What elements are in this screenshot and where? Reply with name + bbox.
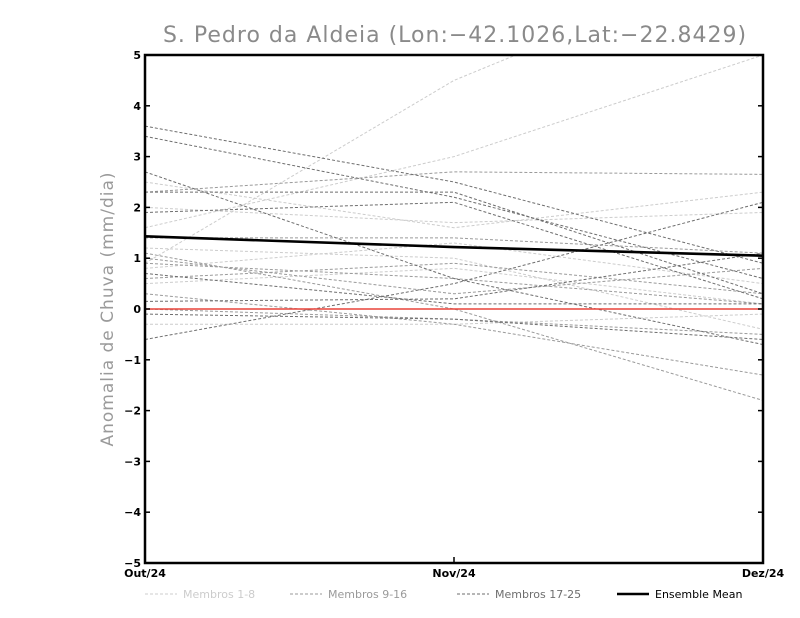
series-line-m5 [145, 242, 763, 285]
series-line-m2 [145, 55, 763, 229]
plot-area: −5 −4 −3 −2 −1 0 1 2 3 4 5 Out/24 Nov/24 Dez/24 [124, 49, 785, 580]
series-line-ensemble-mean [145, 235, 763, 257]
series-line-m19 [145, 191, 763, 295]
y-tick-label: −3 [124, 455, 141, 468]
legend-label-2: Membros 17-25 [495, 588, 581, 601]
series-line-m17 [145, 125, 763, 264]
y-tick-label: 0 [133, 303, 141, 316]
series-line-m6 [145, 267, 763, 305]
series-line-m12 [145, 293, 763, 376]
legend-label-1: Membros 9-16 [328, 588, 407, 601]
y-tick-label: 1 [133, 252, 141, 265]
series-line-m22 [145, 201, 763, 340]
series-line-m13 [145, 252, 763, 401]
y-tick-label: −1 [124, 354, 141, 367]
series-line-m16 [145, 308, 763, 335]
x-tick-label: Out/24 [124, 567, 166, 580]
chart-title: S. Pedro da Aldeia (Lon:−42.1026,Lat:−22… [163, 23, 747, 48]
legend-label-0: Membros 1-8 [183, 588, 255, 601]
y-tick-label: 2 [133, 201, 141, 214]
series-line-m20 [145, 171, 763, 346]
series-line-m25 [145, 313, 763, 340]
series-line-m4 [145, 206, 763, 224]
series-line-m23 [145, 252, 763, 302]
y-tick-label: −4 [124, 506, 141, 519]
series-line-m10 [145, 237, 763, 254]
series-line-m3 [145, 181, 763, 229]
x-tick-label: Dez/24 [742, 567, 785, 580]
y-tick-label: 4 [133, 100, 141, 113]
y-tick-label: −5 [124, 557, 141, 570]
y-tick-label: −2 [124, 405, 141, 418]
series-line-m24 [145, 272, 763, 305]
series-line-m9 [145, 171, 763, 193]
y-tick-label: 3 [133, 151, 141, 164]
series-lines [145, 55, 763, 401]
y-tick-label: 5 [133, 49, 141, 62]
legend-label-3: Ensemble Mean [655, 588, 742, 601]
series-line-m14 [145, 257, 763, 295]
x-tick-label: Nov/24 [432, 567, 476, 580]
y-axis-label: Anomalia de Chuva (mm/dia) [98, 171, 118, 446]
series-line-m7 [145, 313, 763, 325]
series-line-m11 [145, 262, 763, 305]
legend: Membros 1-8 Membros 9-16 Membros 17-25 Ense… [145, 588, 742, 601]
series-line-m8 [145, 247, 763, 330]
series-line-m15 [145, 262, 763, 295]
series-line-m18 [145, 135, 763, 280]
